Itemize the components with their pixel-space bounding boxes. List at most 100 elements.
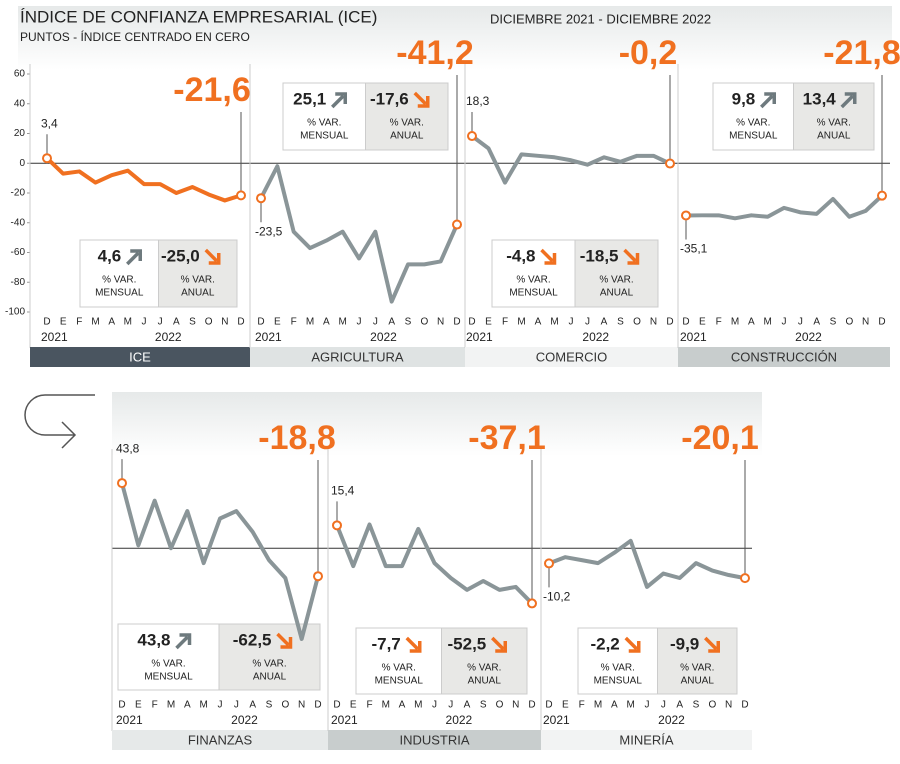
x-tick-label: D [257,317,264,328]
x-tick-label: J [798,317,803,328]
year-label: 2021 [255,330,282,344]
y-tick-label: 40 [14,98,26,109]
var-caption: ANUAL [817,131,851,142]
point [332,520,342,531]
var-caption: % VAR. [680,663,714,674]
var-caption: MENSUAL [594,676,643,687]
var-value: -52,5 [448,634,487,653]
point [313,571,323,582]
y-tick-label: 20 [14,128,26,139]
point [467,131,477,142]
header-bg-2 [112,392,762,456]
x-tick-label: S [693,700,700,711]
var-value: 9,8 [732,89,756,108]
box-monthly [712,82,794,151]
var-caption: MENSUAL [300,131,349,142]
x-tick-label: N [298,700,305,711]
var-value: -7,7 [371,634,400,653]
var-caption: ANUAL [600,288,634,299]
x-tick-label: J [158,317,163,328]
x-tick-label: J [357,317,362,328]
x-tick-label: N [221,317,228,328]
end-value-label: -20,1 [681,419,759,457]
header-bg [18,6,892,70]
year-label: 2021 [543,713,570,727]
x-tick-label: M [199,700,207,711]
panel-label-bg [112,730,328,750]
year-label: 2021 [116,713,143,727]
var-caption: MENSUAL [375,676,424,687]
x-tick-label: E [485,317,492,328]
x-tick-label: O [633,317,641,328]
panel-label-bg [541,730,752,750]
var-caption: % VAR. [307,118,341,129]
x-tick-label: F [76,317,82,328]
var-caption: % VAR. [601,663,635,674]
y-tick-label: -40 [11,217,26,228]
x-tick-label: D [237,317,244,328]
var-arrow [405,636,422,653]
year-label: 2021 [466,330,493,344]
var-arrow [760,92,776,109]
x-tick-label: D [333,700,340,711]
x-tick-label: J [142,317,147,328]
x-tick-label: N [437,317,444,328]
x-tick-label: O [496,700,504,711]
panel-label: MINERÍA [619,732,674,747]
var-arrow [331,92,347,109]
year-label: 2022 [231,713,258,727]
point [681,210,691,221]
var-caption: % VAR. [736,118,770,129]
x-tick-label: M [306,317,314,328]
box-annual [793,82,875,151]
x-tick-label: A [611,700,618,711]
x-tick-label: N [512,700,519,711]
x-tick-label: A [249,700,256,711]
var-value: 4,6 [98,246,122,265]
x-tick-label: A [813,317,820,328]
box-annual [441,627,528,695]
var-value: -9,9 [670,634,699,653]
series-line [259,164,459,304]
var-caption: % VAR. [516,275,550,286]
x-tick-label: M [626,700,634,711]
x-tick-label: A [748,317,755,328]
x-tick-label: J [645,700,650,711]
box-monthly [117,623,220,691]
x-tick-label: O [845,317,853,328]
x-tick-label: J [569,317,574,328]
x-tick-label: E [135,700,142,711]
period: DICIEMBRE 2021 - DICIEMBRE 2022 [490,11,711,26]
year-label: 2022 [446,713,473,727]
var-caption: ANUAL [181,288,215,299]
panel-label: FINANZAS [188,732,253,747]
start-value-label: -35,1 [680,242,708,256]
panel-label: COMERCIO [536,349,608,364]
x-tick-label: D [682,317,689,328]
x-tick-label: D [468,317,475,328]
x-tick-label: N [650,317,657,328]
var-caption: ANUAL [253,672,287,683]
box-monthly [355,627,442,695]
start-value-label: -10,2 [543,590,571,604]
panel-label: CONSTRUCCIÓN [731,349,837,364]
x-tick-label: S [617,317,624,328]
x-tick-label: D [453,317,460,328]
x-tick-label: M [124,317,132,328]
var-arrow [704,636,720,653]
series-line [470,134,671,185]
var-caption: ANUAL [390,131,424,142]
subtitle: PUNTOS - ÍNDICE CENTRADO EN CERO [20,29,250,44]
start-value-label: -23,5 [255,224,283,238]
x-tick-label: F [716,317,722,328]
x-tick-label: J [782,317,787,328]
box-annual [158,239,238,308]
var-arrow [276,632,293,649]
var-arrow [540,248,557,265]
var-arrow [126,249,142,266]
x-tick-label: A [108,317,115,328]
x-tick-label: O [205,317,213,328]
x-tick-label: M [517,317,525,328]
x-tick-label: N [725,700,732,711]
x-tick-label: D [528,700,535,711]
